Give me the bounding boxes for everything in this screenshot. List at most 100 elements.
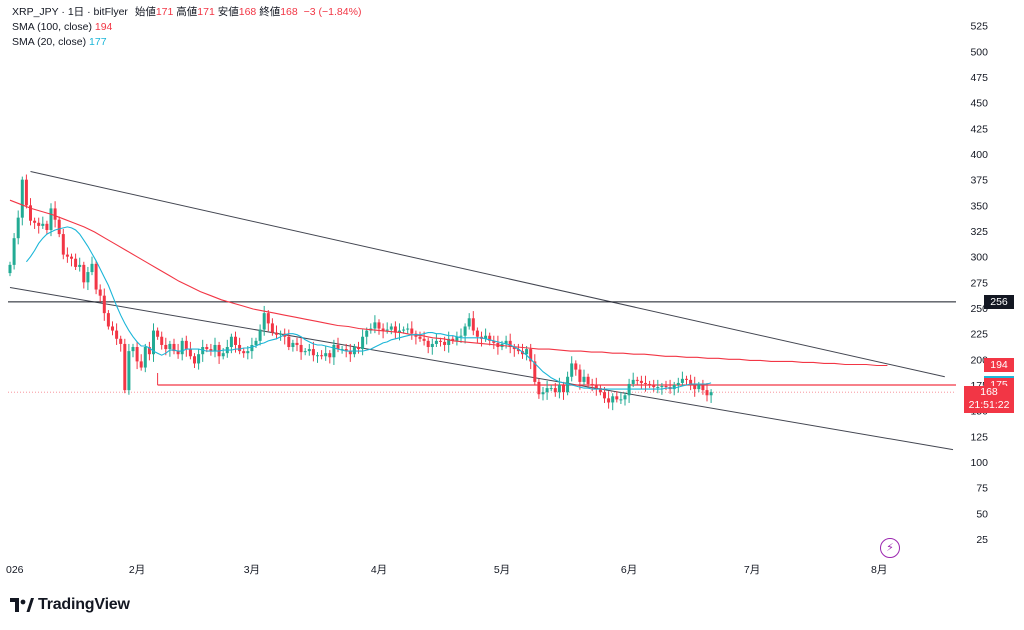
candle-body[interactable]: [660, 386, 664, 388]
candle-body[interactable]: [234, 336, 237, 345]
candle-body[interactable]: [451, 338, 455, 341]
candle-body[interactable]: [176, 351, 180, 355]
candle-body[interactable]: [307, 349, 311, 352]
candle-body[interactable]: [287, 336, 291, 348]
candle-body[interactable]: [336, 344, 340, 350]
candle-body[interactable]: [242, 351, 246, 354]
candle-body[interactable]: [295, 342, 299, 345]
candle-body[interactable]: [168, 343, 172, 350]
candle-body[interactable]: [41, 223, 45, 226]
candle-body[interactable]: [205, 347, 209, 350]
candle-body[interactable]: [238, 344, 242, 352]
candle-body[interactable]: [361, 336, 365, 350]
candle-body[interactable]: [147, 347, 151, 355]
candle-body[interactable]: [557, 385, 561, 393]
candle-body[interactable]: [685, 378, 688, 380]
candle-body[interactable]: [250, 344, 254, 352]
candle-body[interactable]: [574, 363, 578, 370]
candle-body[interactable]: [664, 386, 668, 388]
candle-body[interactable]: [29, 205, 32, 221]
candle-body[interactable]: [70, 256, 73, 259]
candle-body[interactable]: [258, 329, 262, 341]
sma100-label[interactable]: SMA (100, close): [12, 21, 92, 33]
candle-body[interactable]: [197, 354, 201, 364]
candle-body[interactable]: [82, 264, 86, 283]
candle-body[interactable]: [705, 390, 709, 396]
candle-body[interactable]: [463, 326, 467, 336]
candle-body[interactable]: [652, 385, 656, 388]
candle-body[interactable]: [16, 217, 20, 239]
candle-body[interactable]: [525, 349, 529, 355]
candle-body[interactable]: [332, 344, 336, 358]
candle-body[interactable]: [607, 398, 611, 403]
candle-body[interactable]: [541, 392, 545, 395]
candle-body[interactable]: [644, 382, 647, 384]
legend-sma20-row[interactable]: SMA (20, close) 177: [12, 35, 361, 50]
candle-body[interactable]: [279, 333, 283, 335]
lightning-icon[interactable]: ⚡: [880, 538, 900, 558]
candle-body[interactable]: [430, 343, 434, 348]
candle-body[interactable]: [119, 338, 123, 344]
candle-body[interactable]: [434, 340, 438, 344]
sma20-label[interactable]: SMA (20, close): [12, 36, 87, 48]
candle-body[interactable]: [443, 341, 447, 345]
candle-body[interactable]: [570, 363, 574, 377]
candle-body[interactable]: [106, 313, 110, 327]
candle-body[interactable]: [549, 388, 553, 390]
channel-upper-line[interactable]: [30, 170, 945, 378]
candle-body[interactable]: [131, 347, 135, 352]
candle-body[interactable]: [143, 347, 147, 368]
candle-body[interactable]: [467, 318, 471, 327]
candle-body[interactable]: [553, 388, 557, 393]
candlesticks[interactable]: [8, 174, 713, 411]
candle-body[interactable]: [459, 335, 463, 337]
candle-body[interactable]: [545, 388, 549, 393]
candle-body[interactable]: [115, 330, 119, 339]
candle-body[interactable]: [266, 313, 270, 324]
candle-body[interactable]: [598, 388, 602, 393]
candle-body[interactable]: [98, 289, 102, 296]
candle-body[interactable]: [193, 356, 196, 364]
candle-body[interactable]: [94, 263, 98, 290]
candle-body[interactable]: [603, 392, 606, 399]
candle-body[interactable]: [533, 361, 537, 382]
candle-body[interactable]: [475, 330, 479, 337]
candle-body[interactable]: [562, 385, 565, 393]
symbol-label[interactable]: XRP_JPY · 1日 · bitFlyer: [12, 6, 128, 18]
candle-body[interactable]: [184, 340, 188, 350]
candle-body[interactable]: [656, 387, 660, 389]
candle-body[interactable]: [320, 355, 324, 357]
candle-body[interactable]: [12, 238, 16, 265]
candle-body[interactable]: [24, 179, 28, 206]
candle-body[interactable]: [418, 336, 422, 339]
candle-body[interactable]: [90, 263, 94, 273]
candle-body[interactable]: [254, 340, 258, 345]
candle-body[interactable]: [586, 376, 590, 384]
candle-body[interactable]: [512, 347, 516, 350]
candle-body[interactable]: [246, 351, 250, 354]
candle-body[interactable]: [316, 355, 319, 357]
candle-body[interactable]: [291, 342, 295, 348]
candle-body[interactable]: [590, 383, 594, 385]
candle-body[interactable]: [594, 385, 598, 389]
candle-body[interactable]: [680, 378, 684, 383]
candle-body[interactable]: [648, 383, 652, 385]
candle-body[interactable]: [689, 379, 693, 384]
candle-body[interactable]: [33, 220, 37, 223]
candle-body[interactable]: [45, 223, 49, 230]
candle-body[interactable]: [471, 318, 475, 331]
candle-body[interactable]: [213, 344, 217, 352]
candle-body[interactable]: [8, 264, 12, 274]
candle-body[interactable]: [488, 335, 492, 341]
candle-body[interactable]: [508, 340, 512, 348]
candle-body[interactable]: [127, 351, 131, 391]
candle-body[interactable]: [20, 179, 24, 218]
tradingview-logo[interactable]: TradingView: [10, 596, 130, 614]
candle-body[interactable]: [611, 396, 615, 403]
candle-body[interactable]: [324, 353, 328, 357]
candle-body[interactable]: [209, 349, 213, 352]
candle-body[interactable]: [516, 349, 520, 352]
channel-lower-line[interactable]: [9, 286, 954, 451]
candle-body[interactable]: [135, 347, 139, 362]
candle-body[interactable]: [582, 376, 586, 382]
